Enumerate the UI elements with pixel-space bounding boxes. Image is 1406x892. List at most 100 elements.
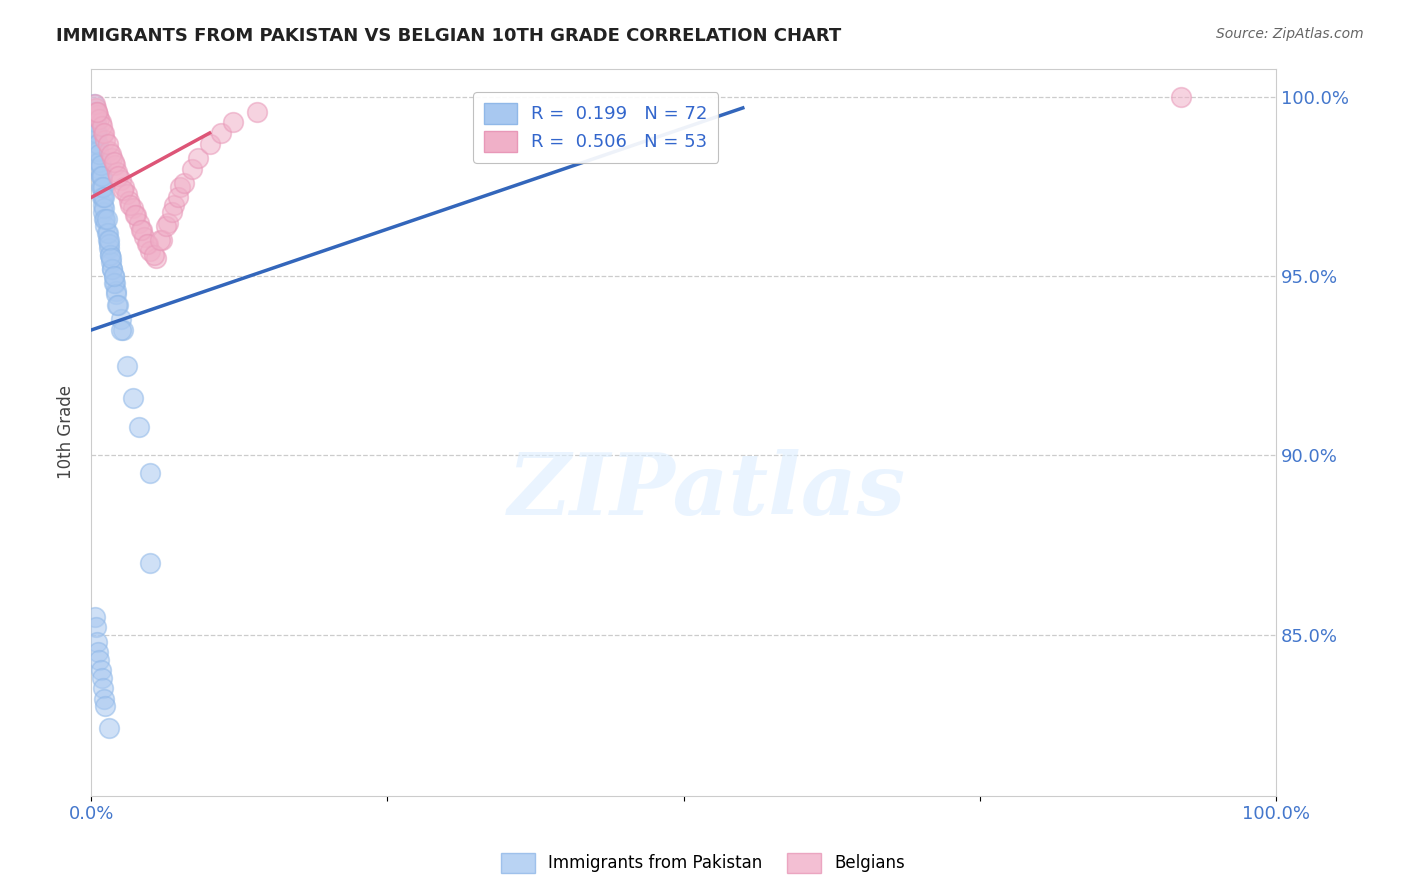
Point	[128, 419, 150, 434]
Point	[112, 323, 135, 337]
Point	[155, 219, 177, 234]
Point	[90, 190, 112, 204]
Point	[87, 645, 110, 659]
Point	[94, 211, 117, 226]
Point	[89, 652, 111, 666]
Point	[136, 237, 159, 252]
Point	[160, 204, 183, 219]
Point	[157, 216, 180, 230]
Point	[121, 391, 143, 405]
Point	[105, 287, 128, 301]
Point	[96, 227, 118, 241]
Point	[94, 219, 117, 234]
Point	[110, 323, 132, 337]
Point	[1170, 90, 1192, 104]
Point	[90, 169, 112, 183]
Point	[105, 284, 128, 298]
Point	[97, 241, 120, 255]
Point	[120, 197, 142, 211]
Point	[97, 136, 120, 151]
Point	[94, 133, 117, 147]
Point	[90, 169, 112, 183]
Point	[150, 234, 173, 248]
Point	[91, 179, 114, 194]
Point	[90, 115, 112, 129]
Point	[86, 136, 108, 151]
Point	[87, 108, 110, 122]
Point	[86, 144, 108, 158]
Point	[90, 179, 112, 194]
Point	[91, 681, 114, 696]
Y-axis label: 10th Grade: 10th Grade	[58, 385, 75, 479]
Point	[103, 269, 125, 284]
Text: Source: ZipAtlas.com: Source: ZipAtlas.com	[1216, 27, 1364, 41]
Point	[129, 223, 152, 237]
Point	[139, 467, 162, 481]
Point	[101, 262, 124, 277]
Point	[90, 169, 112, 183]
Point	[100, 255, 122, 269]
Point	[98, 248, 121, 262]
Point	[90, 119, 112, 133]
Point	[103, 154, 125, 169]
Point	[169, 179, 191, 194]
Point	[86, 634, 108, 648]
Point	[84, 126, 107, 140]
Legend: Immigrants from Pakistan, Belgians: Immigrants from Pakistan, Belgians	[495, 847, 911, 880]
Point	[84, 115, 107, 129]
Point	[89, 147, 111, 161]
Point	[94, 699, 117, 714]
Point	[87, 154, 110, 169]
Point	[91, 197, 114, 211]
Point	[97, 721, 120, 735]
Point	[166, 190, 188, 204]
Point	[110, 312, 132, 326]
Point	[101, 262, 124, 277]
Point	[87, 144, 110, 158]
Point	[90, 664, 112, 678]
Point	[142, 248, 165, 262]
Point	[97, 237, 120, 252]
Point	[83, 104, 105, 119]
Point	[107, 298, 129, 312]
Point	[115, 186, 138, 201]
Point	[96, 211, 118, 226]
Point	[246, 104, 269, 119]
Point	[107, 169, 129, 183]
Point	[93, 201, 115, 215]
Point	[104, 277, 127, 291]
Point	[173, 176, 195, 190]
Point	[128, 216, 150, 230]
Point	[103, 269, 125, 284]
Point	[84, 126, 107, 140]
Point	[97, 227, 120, 241]
Point	[83, 609, 105, 624]
Point	[83, 115, 105, 129]
Point	[198, 136, 221, 151]
Point	[91, 126, 114, 140]
Point	[112, 183, 135, 197]
Point	[103, 277, 125, 291]
Point	[139, 556, 162, 570]
Point	[110, 172, 132, 186]
Point	[93, 126, 115, 140]
Point	[100, 252, 122, 266]
Point	[180, 161, 202, 176]
Point	[93, 211, 115, 226]
Point	[134, 230, 156, 244]
Point	[97, 144, 120, 158]
Point	[131, 223, 153, 237]
Point	[163, 197, 186, 211]
Point	[149, 234, 172, 248]
Point	[86, 104, 108, 119]
Text: IMMIGRANTS FROM PAKISTAN VS BELGIAN 10TH GRADE CORRELATION CHART: IMMIGRANTS FROM PAKISTAN VS BELGIAN 10TH…	[56, 27, 841, 45]
Point	[84, 620, 107, 634]
Point	[89, 161, 111, 176]
Point	[124, 208, 146, 222]
Point	[145, 252, 167, 266]
Point	[89, 154, 111, 169]
Point	[105, 298, 128, 312]
Point	[83, 97, 105, 112]
Point	[93, 190, 115, 204]
Point	[90, 179, 112, 194]
